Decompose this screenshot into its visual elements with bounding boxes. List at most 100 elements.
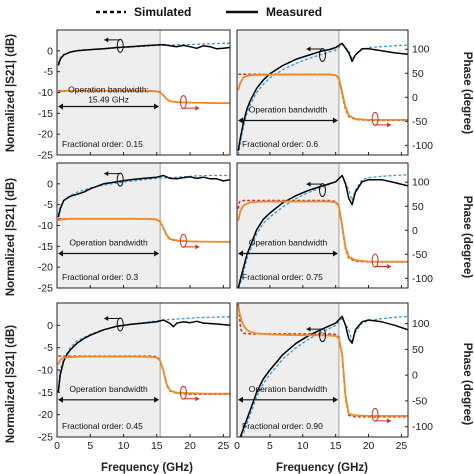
- y-tick-label: 50: [412, 68, 424, 80]
- operation-bandwidth-arrowhead-right: [332, 396, 338, 403]
- operation-band-shade: [57, 303, 161, 437]
- y-tick-label: -20: [38, 129, 53, 141]
- legend: Simulated Measured: [96, 5, 322, 19]
- panel-row3-left: 0 5 10 15 20 25 0 -5 -10 -15 -20 -25 Operation bandw…: [38, 302, 231, 452]
- y-tick-label: 100: [412, 177, 430, 189]
- series-group: [57, 316, 230, 395]
- x-tick-label: 5: [267, 440, 273, 452]
- series-group: [57, 174, 230, 243]
- measured-phase-line: [57, 89, 230, 104]
- y-tick-label: 100: [412, 318, 430, 330]
- y-tick-label: -50: [412, 249, 427, 261]
- xlabel-left: Frequency (GHz): [101, 462, 193, 474]
- y-tick-label: -5: [44, 199, 53, 211]
- magnitude-axis-arrowhead: [104, 37, 109, 43]
- phase-axis-arrowhead: [387, 122, 392, 128]
- fractional-order-label: Fractional order: 0.15: [62, 139, 143, 149]
- y-tick-label: -15: [38, 108, 53, 120]
- xlabel-right: Frequency (GHz): [276, 462, 368, 474]
- x-tick-label: 0: [234, 440, 240, 452]
- y-tick-label: -25: [38, 283, 53, 295]
- y-tick-label: 0: [47, 178, 53, 190]
- y-tick-label: -15: [38, 387, 53, 399]
- y-tick-label: -5: [44, 66, 53, 78]
- operation-bandwidth-arrowhead-right: [154, 103, 160, 110]
- measured-magnitude-line: [57, 174, 230, 218]
- y-tick-label: -20: [38, 409, 53, 421]
- operation-bandwidth-arrowhead-left: [58, 250, 63, 257]
- y-tick-label: -15: [38, 241, 53, 253]
- y-tick-label: -100: [412, 140, 433, 152]
- y-tick-label: -5: [44, 342, 53, 354]
- fractional-order-label: Fractional order: 0.3: [62, 272, 138, 282]
- x-tick-label: 5: [87, 440, 93, 452]
- measured-magnitude-line: [57, 319, 230, 393]
- ylabel-right-row3: Phase (degree): [461, 343, 473, 426]
- y-tick-label: 0: [47, 320, 53, 332]
- y-tick-label: 0: [412, 225, 418, 237]
- x-tick-label: 20: [184, 440, 196, 452]
- y-tick-label: 0: [47, 45, 53, 57]
- operation-bandwidth-label: Operation bandwidth: [249, 238, 328, 248]
- fractional-order-label: Fractional order: 0.6: [242, 139, 318, 149]
- measured-magnitude-line: [237, 42, 408, 151]
- panel-frame: [236, 302, 409, 438]
- x-tick-label: 25: [218, 440, 230, 452]
- panel-row2-right: 100 50 0 -50 -100 Operation bandwidth Fraction…: [236, 162, 433, 289]
- operation-bandwidth-arrowhead-right: [154, 250, 160, 257]
- phase-axis-arrowhead: [195, 105, 200, 111]
- x-tick-label: 25: [396, 440, 408, 452]
- fractional-order-label: Fractional order: 0.90: [242, 421, 323, 431]
- operation-bandwidth-arrowhead-left: [238, 117, 243, 124]
- panel-row1-left: 0 -5 -10 -15 -20 -25 Operation bandwidth:15.49…: [38, 29, 231, 162]
- left-axis-labels: Normalized |S21| (dB) Normalized |S21| (…: [5, 34, 17, 443]
- operation-bandwidth-arrowhead-right: [332, 117, 338, 124]
- y-tick-label: 0: [412, 370, 418, 382]
- phase-axis-marker: [371, 407, 379, 422]
- phase-axis-arrowhead: [195, 396, 200, 402]
- y-tick-label: 100: [412, 44, 430, 56]
- measured-phase-line: [237, 305, 408, 417]
- operation-bandwidth-label: Operation bandwidth: [249, 384, 328, 394]
- operation-bandwidth-label: Operation bandwidth: [69, 238, 148, 248]
- operation-bandwidth-arrowhead-left: [238, 396, 243, 403]
- x-tick-label: 15: [151, 440, 163, 452]
- x-tick-label: 15: [330, 440, 342, 452]
- magnitude-axis-arrowhead: [306, 326, 311, 332]
- y-tick-label: -10: [38, 365, 53, 377]
- y-tick-label: 50: [412, 201, 424, 213]
- y-tick-label: -100: [412, 421, 433, 433]
- phase-axis-marker: [371, 111, 379, 126]
- operation-bandwidth-label: Operation bandwidth: [69, 384, 148, 394]
- y-tick-label: -50: [412, 395, 427, 407]
- magnitude-axis-arrowhead: [306, 46, 311, 52]
- phase-axis-arrowhead: [387, 418, 392, 424]
- operation-bandwidth-label: Operation bandwidth: [249, 105, 328, 115]
- y-tick-label: -20: [38, 262, 53, 274]
- phase-axis-arrowhead: [195, 244, 200, 250]
- ylabel-left-row2: Normalized |S21| (dB): [5, 178, 17, 296]
- magnitude-axis-arrowhead: [104, 171, 109, 177]
- magnitude-axis-arrowhead: [306, 181, 311, 187]
- panel-frame: [236, 29, 409, 156]
- fractional-order-label: Fractional order: 0.75: [242, 272, 323, 282]
- y-tick-label: 50: [412, 344, 424, 356]
- phase-axis-marker: [371, 253, 379, 268]
- measured-phase-line: [57, 217, 230, 243]
- right-axis-labels: Phase (degree) Phase (degree) Phase (deg…: [461, 52, 473, 426]
- x-axis-labels: Frequency (GHz) Frequency (GHz): [101, 462, 368, 474]
- operation-band-shade: [237, 303, 339, 437]
- measured-phase-line: [57, 355, 230, 395]
- series-group: [57, 42, 230, 104]
- operation-bandwidth-arrowhead-left: [58, 103, 63, 110]
- ylabel-right-row2: Phase (degree): [461, 196, 473, 279]
- y-tick-label: 0: [412, 92, 418, 104]
- fractional-order-label: Fractional order: 0.45: [62, 421, 143, 431]
- x-tick-label: 20: [363, 440, 375, 452]
- y-tick-label: -25: [38, 150, 53, 162]
- operation-bandwidth-arrowhead-right: [154, 396, 160, 403]
- measured-phase-line: [237, 200, 408, 263]
- y-tick-label: -10: [38, 220, 53, 232]
- legend-measured-label: Measured: [266, 5, 322, 19]
- operation-bandwidth-label: Operation bandwidth:: [68, 85, 149, 95]
